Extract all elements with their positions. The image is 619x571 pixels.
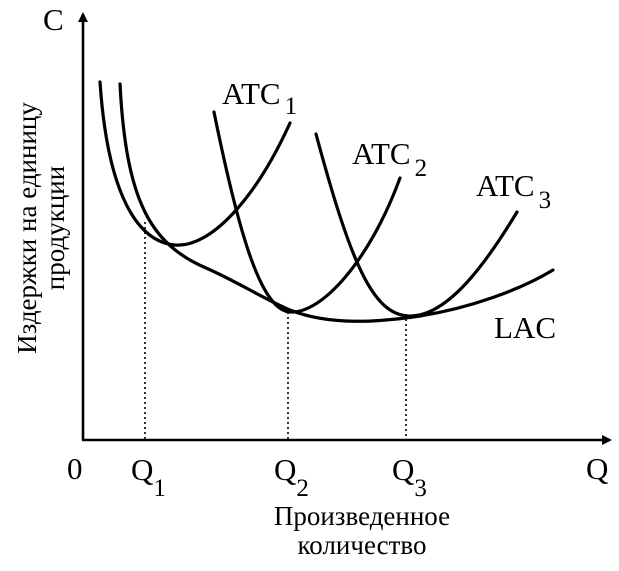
y-axis-symbol: C (43, 2, 64, 37)
origin-label: 0 (67, 451, 83, 486)
y-axis-title-line1: Издержки на единицу (12, 102, 42, 354)
lac-label: LAC (494, 310, 556, 345)
lac-curve (118, 82, 555, 323)
q3-label: Q3 (392, 452, 427, 502)
x-axis-symbol: Q (586, 451, 608, 486)
x-axis-title-line2: количество (298, 530, 427, 560)
atc2-label: ATC 2 (352, 136, 427, 182)
y-axis-title: Издержки на единицу продукции (12, 102, 70, 354)
y-axis-title-line2: продукции (40, 166, 70, 290)
q1-label: Q1 (131, 452, 166, 502)
atc2-curve (212, 110, 402, 314)
q2-label: Q2 (274, 452, 309, 502)
atc3-curve (314, 132, 519, 318)
atc1-curve (98, 80, 292, 247)
atc3-label: ATC 3 (476, 168, 551, 214)
atc1-label: ATC 1 (222, 76, 297, 120)
x-axis-title-line1: Произведенное (274, 501, 450, 531)
